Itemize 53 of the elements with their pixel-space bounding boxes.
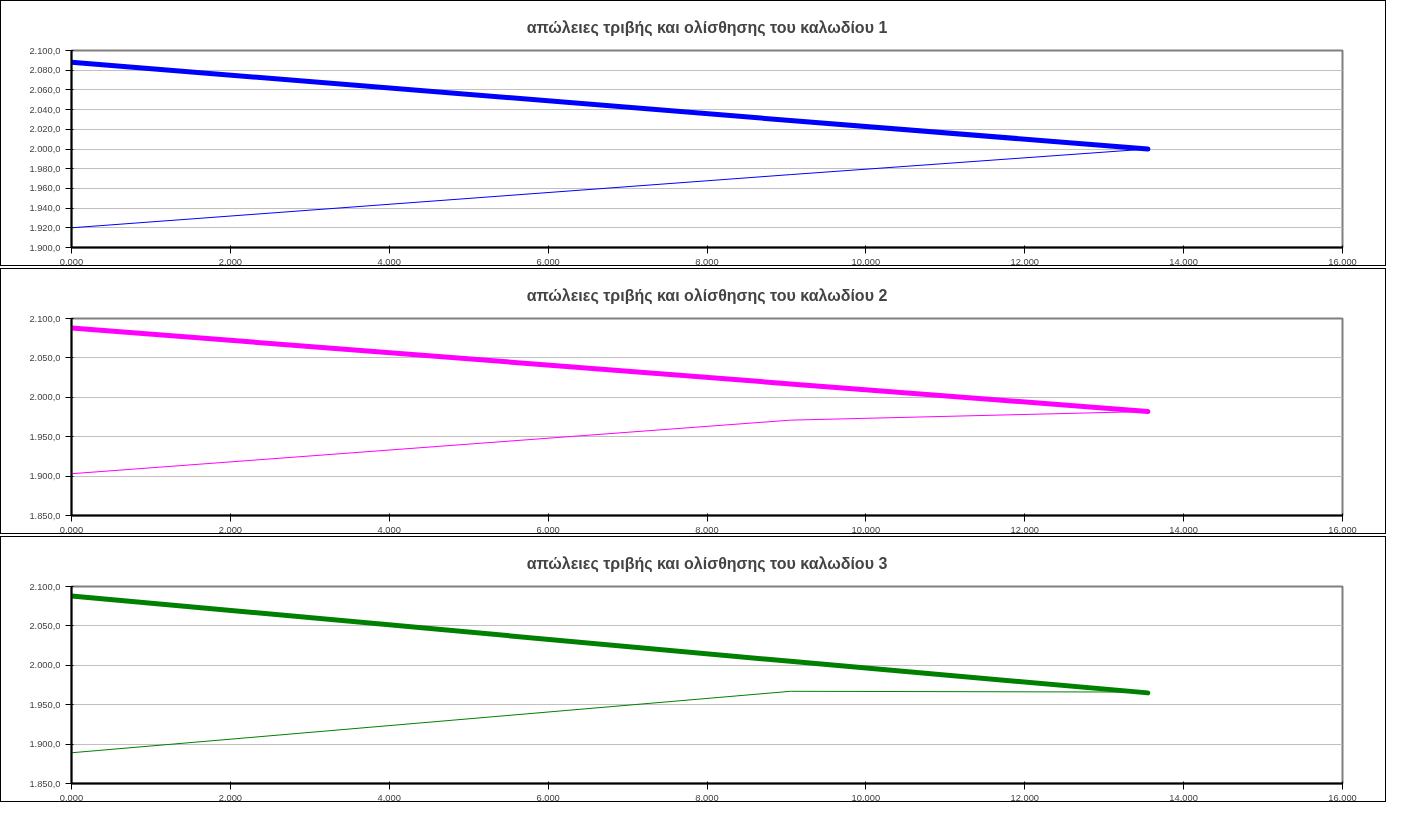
x-tick-label: 16,000 xyxy=(1328,256,1357,267)
y-tick-label: 1.940,0 xyxy=(29,203,61,214)
chart-title: απώλειες τριβής και ολίσθησης του καλωδίου 2 xyxy=(526,286,888,305)
y-tick-label: 2.000,0 xyxy=(29,144,61,154)
y-tick-label: 1.950,0 xyxy=(29,699,61,710)
y-tick-label: 1.900,0 xyxy=(29,242,61,253)
x-tick-label: 8,000 xyxy=(695,524,719,535)
x-tick-label: 0,000 xyxy=(59,792,84,803)
y-tick-label: 2.000,0 xyxy=(29,660,61,671)
y-tick-label: 1.850,0 xyxy=(29,510,61,521)
x-tick-label: 14,000 xyxy=(1169,792,1198,803)
x-tick-label: 4,000 xyxy=(377,256,401,267)
y-tick-label: 2.050,0 xyxy=(29,620,61,631)
x-tick-label: 10,000 xyxy=(851,524,881,535)
y-tick-label: 2.100,0 xyxy=(29,581,61,592)
y-tick-label: 2.020,0 xyxy=(29,124,61,135)
x-tick-label: 8,000 xyxy=(695,256,719,267)
y-tick-label: 1.950,0 xyxy=(29,431,61,442)
x-tick-label: 12,000 xyxy=(1010,792,1040,803)
y-tick-label: 1.920,0 xyxy=(29,222,61,233)
y-tick-label: 2.080,0 xyxy=(29,65,61,76)
y-tick-label: 1.960,0 xyxy=(29,183,61,194)
chart-title: απώλειες τριβής και ολίσθησης του καλωδίου 1 xyxy=(526,18,888,37)
y-tick-label: 1.980,0 xyxy=(29,163,61,174)
y-tick-label: 2.100,0 xyxy=(29,313,61,324)
x-tick-label: 16,000 xyxy=(1328,792,1357,803)
y-tick-label: 2.060,0 xyxy=(29,84,61,95)
y-tick-label: 1.850,0 xyxy=(29,778,61,789)
x-tick-label: 0,000 xyxy=(59,256,84,267)
y-tick-label: 2.000,0 xyxy=(29,392,61,403)
x-tick-label: 16,000 xyxy=(1328,524,1357,535)
y-tick-label: 2.040,0 xyxy=(29,104,61,115)
x-tick-label: 4,000 xyxy=(377,524,401,535)
y-tick-label: 2.050,0 xyxy=(29,352,61,363)
y-tick-label: 1.900,0 xyxy=(29,739,61,750)
x-tick-label: 2,000 xyxy=(218,256,243,267)
x-tick-label: 6,000 xyxy=(536,524,560,535)
y-tick-label: 2.100,0 xyxy=(29,45,61,56)
x-tick-label: 14,000 xyxy=(1169,256,1198,267)
x-tick-label: 12,000 xyxy=(1010,256,1040,267)
x-tick-label: 4,000 xyxy=(377,792,401,803)
x-tick-label: 6,000 xyxy=(536,792,560,803)
x-tick-label: 10,000 xyxy=(851,256,881,267)
x-tick-label: 10,000 xyxy=(851,792,881,803)
y-tick-label: 1.900,0 xyxy=(29,471,61,482)
x-tick-label: 14,000 xyxy=(1169,524,1198,535)
x-tick-label: 8,000 xyxy=(695,792,719,803)
chart-title: απώλειες τριβής και ολίσθησης του καλωδίου 3 xyxy=(526,554,888,573)
x-tick-label: 6,000 xyxy=(536,256,560,267)
x-tick-label: 12,000 xyxy=(1010,524,1040,535)
x-tick-label: 2,000 xyxy=(218,792,243,803)
x-tick-label: 0,000 xyxy=(59,524,84,535)
x-tick-label: 2,000 xyxy=(218,524,243,535)
